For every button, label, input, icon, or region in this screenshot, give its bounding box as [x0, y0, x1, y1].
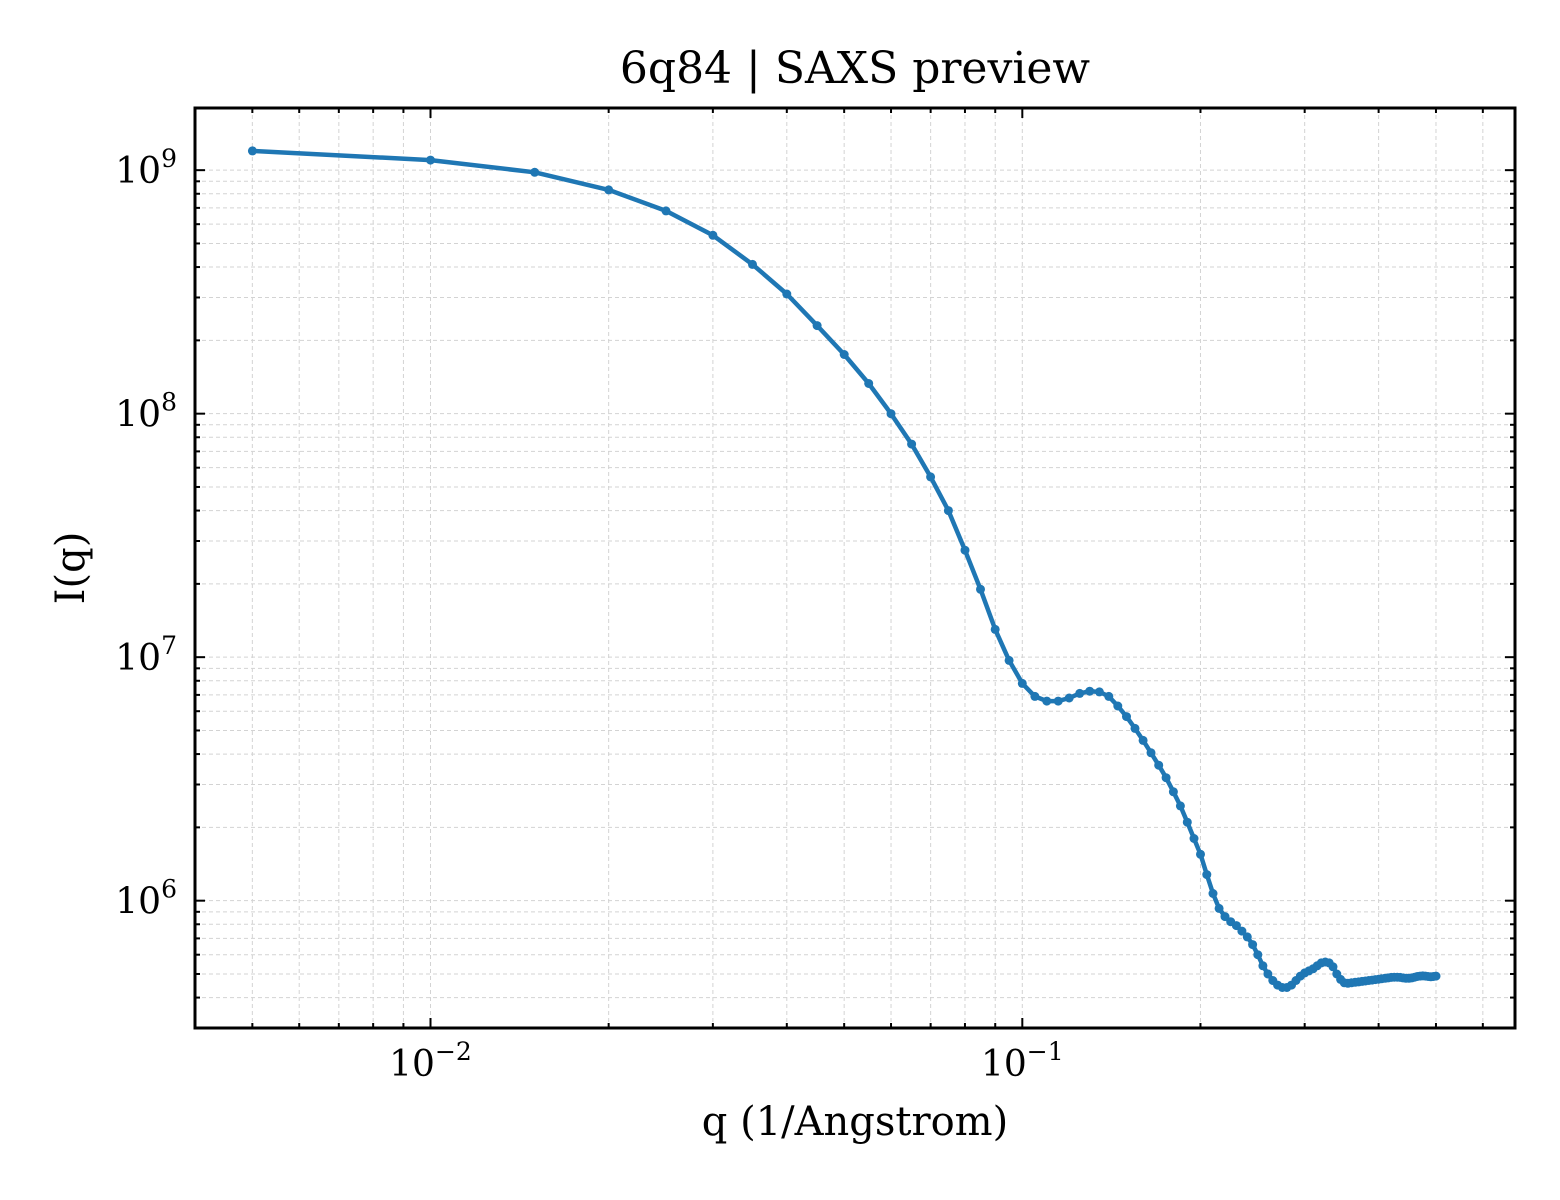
data-point	[1030, 691, 1040, 701]
data-point	[1064, 693, 1074, 703]
data-point	[1263, 969, 1273, 979]
data-point	[748, 259, 757, 269]
plot-frame	[193, 106, 1517, 1030]
data-point	[1130, 723, 1140, 733]
data-point	[1196, 849, 1205, 859]
data-point	[1146, 748, 1156, 758]
data-point	[530, 167, 540, 177]
data-point	[839, 350, 849, 359]
data-point	[782, 289, 792, 299]
data-point	[1175, 801, 1185, 811]
data-point	[926, 472, 936, 482]
data-point	[1208, 889, 1218, 898]
x-axis-label: q (1/Angstrom)	[702, 1099, 1008, 1145]
data-point	[1042, 696, 1052, 706]
data-point	[1242, 932, 1252, 942]
y-axis-label: I(q)	[48, 532, 94, 605]
data-point	[1202, 870, 1212, 880]
data-point	[907, 439, 917, 449]
data-point	[1085, 686, 1095, 696]
data-point	[1113, 701, 1123, 711]
data-point	[1017, 678, 1027, 688]
data-point	[1122, 712, 1131, 722]
data-point	[812, 321, 822, 331]
data-point	[990, 624, 1000, 634]
data-point	[943, 506, 953, 516]
data-point	[960, 545, 970, 555]
data-point	[1431, 971, 1441, 981]
data-point	[1253, 950, 1263, 960]
data-point	[1138, 735, 1148, 745]
data-point	[661, 206, 671, 216]
data-point	[1075, 688, 1085, 698]
data-point	[1248, 940, 1258, 950]
data-point	[1154, 760, 1164, 770]
data-point	[976, 584, 985, 594]
data-point	[1161, 773, 1171, 783]
data-point	[1258, 961, 1268, 971]
data-point	[1214, 903, 1224, 913]
data-point	[604, 185, 614, 195]
data-point	[1094, 687, 1104, 697]
data-point	[1004, 655, 1014, 665]
series-layer	[247, 146, 1441, 992]
data-point	[1237, 926, 1247, 936]
data-point	[1053, 696, 1063, 706]
data-point	[1104, 691, 1114, 701]
chart-title: 6q84 | SAXS preview	[620, 43, 1091, 94]
data-point	[1182, 817, 1192, 827]
data-point	[426, 155, 435, 165]
grid-lines	[194, 108, 1515, 1029]
data-point	[1168, 787, 1178, 797]
data-point	[1328, 962, 1338, 972]
data-point	[1231, 921, 1241, 931]
data-point	[1189, 834, 1199, 843]
data-point	[247, 146, 257, 156]
data-point	[864, 379, 874, 388]
data-point	[886, 409, 896, 419]
data-point	[708, 230, 718, 240]
